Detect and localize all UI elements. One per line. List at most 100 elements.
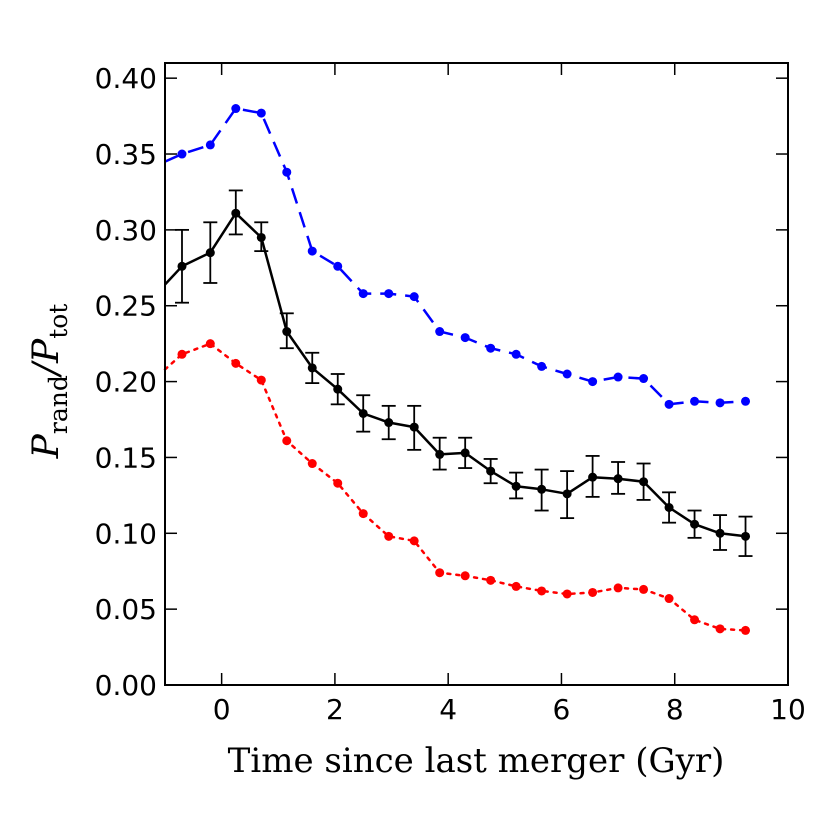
x-tick-label: 6 xyxy=(553,693,571,726)
y-axis-label: Prand/Ptot xyxy=(26,304,73,460)
x-tick-label: 4 xyxy=(439,693,457,726)
data-point xyxy=(537,586,547,596)
series-line-lower xyxy=(163,342,747,632)
series-upper xyxy=(164,104,751,409)
data-point xyxy=(741,396,751,406)
data-point xyxy=(486,575,496,585)
data-point xyxy=(588,587,598,597)
data-point xyxy=(562,489,572,499)
data-point xyxy=(562,369,572,379)
data-point xyxy=(205,339,215,349)
data-point xyxy=(333,384,343,394)
data-point xyxy=(358,408,368,418)
data-point xyxy=(715,398,725,408)
data-point xyxy=(537,361,547,371)
series-line-median xyxy=(164,211,746,538)
data-point xyxy=(307,363,317,373)
data-point xyxy=(664,594,674,604)
data-point xyxy=(205,140,215,150)
y-label-denominator: P xyxy=(26,338,67,364)
data-point xyxy=(358,509,368,519)
y-label-numerator-sub: rand xyxy=(44,375,73,434)
y-tick-label: 0.25 xyxy=(95,290,157,323)
data-point xyxy=(715,624,725,634)
data-point xyxy=(177,261,187,271)
x-tick-label: 2 xyxy=(326,693,344,726)
data-point xyxy=(613,583,623,593)
data-point xyxy=(177,349,187,359)
data-point xyxy=(511,349,521,359)
data-point xyxy=(486,466,496,476)
data-point xyxy=(282,327,292,337)
data-point xyxy=(358,289,368,299)
data-point xyxy=(690,396,700,406)
data-point xyxy=(562,589,572,599)
data-point xyxy=(307,246,317,256)
data-point xyxy=(409,536,419,546)
data-point xyxy=(435,327,445,337)
data-point xyxy=(690,615,700,625)
data-point xyxy=(177,149,187,159)
tick-layer xyxy=(165,63,789,686)
data-point xyxy=(613,474,623,484)
data-point xyxy=(690,519,700,529)
data-point xyxy=(256,375,266,385)
data-point xyxy=(588,472,598,482)
x-tick-label: 8 xyxy=(666,693,684,726)
data-point xyxy=(460,571,470,581)
plot-frame xyxy=(164,62,789,686)
x-tick-label: 10 xyxy=(770,693,806,726)
data-point xyxy=(486,343,496,353)
data-point xyxy=(639,477,649,487)
data-point xyxy=(231,208,241,218)
data-point xyxy=(256,232,266,242)
y-tick-label: 0.10 xyxy=(95,517,157,550)
data-point xyxy=(588,377,598,387)
data-point xyxy=(435,568,445,578)
data-point xyxy=(511,481,521,491)
series-line-upper xyxy=(164,107,746,406)
data-point xyxy=(205,248,215,258)
data-point xyxy=(384,289,394,299)
x-axis-label: Time since last merger (Gyr) xyxy=(228,741,725,781)
data-point xyxy=(409,292,419,302)
data-point xyxy=(460,333,470,343)
data-point xyxy=(333,261,343,271)
y-tick-label: 0.15 xyxy=(95,441,157,474)
series-layer xyxy=(163,104,753,635)
series-lower xyxy=(163,339,751,635)
y-tick-label: 0.35 xyxy=(95,138,157,171)
tick-label-layer: 0 2 4 6 8 10 0.00 0.05 0.10 0.15 0.20 0.25 0.30 0.35 0… xyxy=(95,62,806,726)
y-tick-label: 0.30 xyxy=(95,214,157,247)
data-point xyxy=(409,422,419,432)
data-point xyxy=(511,581,521,591)
data-point xyxy=(639,374,649,384)
data-point xyxy=(282,436,292,446)
y-tick-label: 0.05 xyxy=(95,593,157,626)
data-point xyxy=(639,584,649,594)
y-label-separator: / xyxy=(26,359,67,378)
y-label-numerator: P xyxy=(26,433,67,459)
data-point xyxy=(435,449,445,459)
y-label-denominator-sub: tot xyxy=(44,304,73,339)
data-point xyxy=(741,625,751,635)
y-tick-label: 0.20 xyxy=(95,366,157,399)
data-point xyxy=(307,459,317,469)
data-point xyxy=(384,418,394,428)
data-point xyxy=(384,531,394,541)
data-point xyxy=(256,108,266,118)
data-point xyxy=(231,104,241,114)
data-point xyxy=(460,448,470,458)
data-point xyxy=(715,528,725,538)
data-point xyxy=(333,478,343,488)
x-tick-label: 0 xyxy=(213,693,231,726)
data-point xyxy=(231,358,241,368)
series-median xyxy=(164,189,753,557)
y-tick-label: 0.40 xyxy=(95,62,157,95)
data-point xyxy=(664,503,674,513)
data-point xyxy=(282,167,292,177)
data-point xyxy=(613,372,623,382)
data-point xyxy=(537,484,547,494)
y-tick-label: 0.00 xyxy=(95,669,157,702)
